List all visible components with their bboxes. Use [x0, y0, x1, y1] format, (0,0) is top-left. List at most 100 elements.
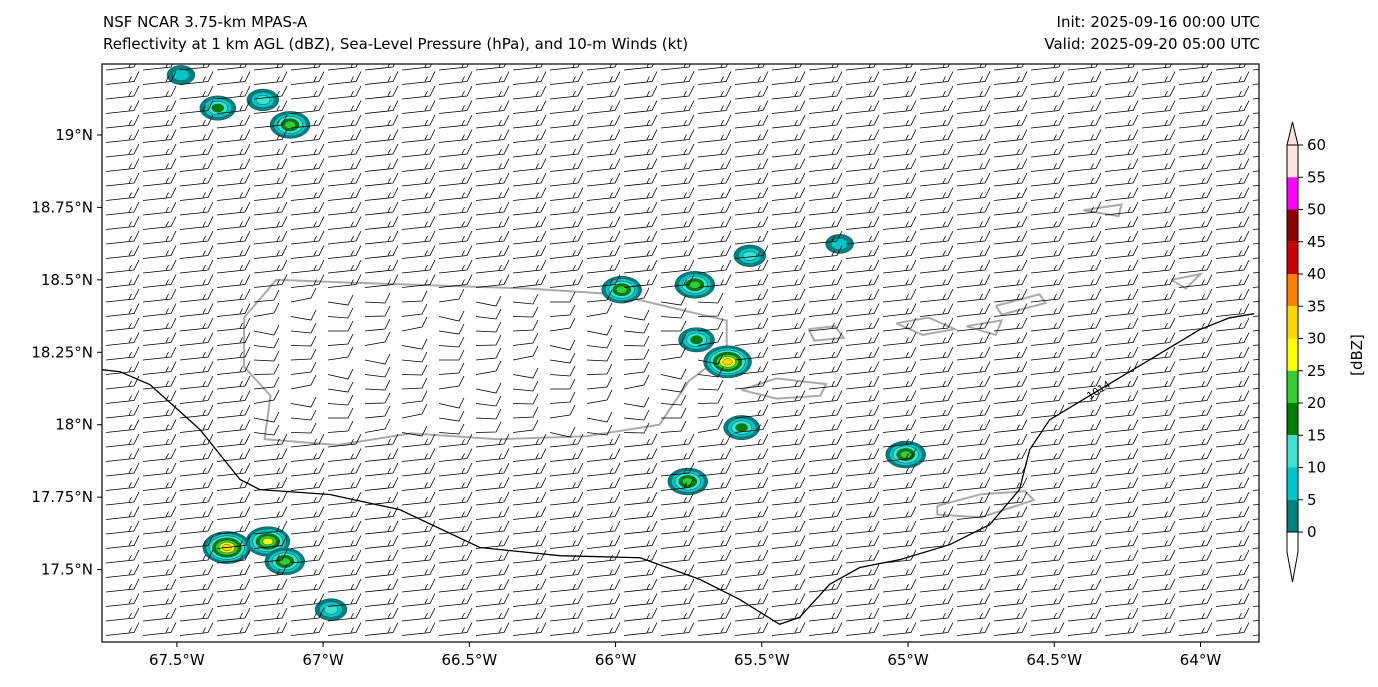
wind-barb — [364, 305, 391, 317]
wind-barb — [882, 564, 917, 578]
wind-barb — [253, 607, 288, 622]
wind-barb — [512, 491, 547, 506]
wind-barb — [808, 390, 843, 404]
wind-barb — [549, 274, 584, 288]
wind-barb — [549, 304, 576, 317]
wind-barb — [475, 201, 510, 216]
wind-barb — [253, 201, 288, 216]
wind-barb — [734, 216, 769, 230]
wind-barb — [993, 361, 1028, 375]
wind-barb — [364, 71, 399, 85]
wind-barb — [697, 305, 724, 317]
wind-barb — [1067, 259, 1102, 274]
wind-barb — [105, 607, 140, 622]
wind-barb — [771, 491, 806, 506]
coastline — [243, 278, 728, 447]
wind-barb — [438, 259, 473, 274]
wind-barb — [438, 433, 473, 448]
wind-barb — [105, 419, 140, 433]
wind-barb — [512, 187, 547, 201]
wind-barb — [401, 245, 436, 259]
wind-barb — [734, 607, 769, 622]
wind-barb — [364, 405, 391, 419]
wind-barb — [401, 114, 436, 129]
wind-barb — [771, 216, 806, 230]
colorbar-segment — [1287, 338, 1298, 371]
wind-barb — [1104, 100, 1139, 114]
wind-barb — [1030, 230, 1065, 245]
wind-barb — [919, 361, 954, 375]
wind-barb — [1178, 564, 1213, 578]
wind-barb — [623, 129, 658, 143]
wind-barb — [1067, 549, 1102, 564]
wind-barb — [697, 216, 732, 230]
wind-barb — [142, 506, 177, 520]
wind-barb — [1030, 143, 1065, 158]
wind-barb — [919, 288, 954, 303]
wind-barb — [401, 622, 436, 636]
wind-barb — [549, 578, 584, 593]
wind-barb — [623, 348, 650, 361]
wind-barb — [253, 245, 288, 259]
wind-barb — [105, 404, 140, 419]
wind-barb — [142, 404, 177, 419]
valid-time: Valid: 2025-09-20 05:00 UTC — [1044, 35, 1260, 53]
wind-barb — [1178, 143, 1213, 158]
reflectivity-cell — [899, 450, 912, 459]
wind-barb — [512, 564, 547, 578]
wind-barb — [1104, 172, 1139, 187]
wind-barb — [808, 535, 843, 549]
wind-barb — [290, 259, 325, 274]
wind-barb — [142, 143, 177, 158]
colorbar-tick-label: 5 — [1307, 491, 1317, 509]
wind-barb — [327, 578, 362, 593]
wind-barb — [1104, 375, 1139, 390]
wind-barb — [808, 520, 843, 535]
wind-barb — [401, 158, 436, 172]
wind-barb — [216, 274, 251, 288]
wind-barb — [438, 201, 473, 216]
wind-barb — [1067, 404, 1102, 419]
wind-barb — [623, 578, 658, 593]
wind-barb — [586, 201, 621, 216]
wind-barb — [105, 230, 140, 245]
wind-barb — [734, 274, 769, 288]
wind-barb — [1178, 404, 1213, 419]
wind-barb — [327, 85, 362, 100]
wind-barb — [216, 317, 251, 332]
wind-barb — [512, 100, 547, 114]
wind-barb — [216, 607, 251, 622]
wind-barb — [623, 245, 658, 259]
wind-barb — [993, 100, 1028, 114]
wind-barb — [771, 419, 806, 433]
wind-barb — [993, 346, 1028, 361]
wind-barb — [586, 578, 621, 593]
wind-barb — [290, 361, 317, 375]
wind-barb — [216, 593, 251, 607]
wind-barb — [179, 448, 214, 462]
wind-barb — [623, 564, 658, 578]
wind-barb — [660, 593, 695, 607]
wind-barb — [1141, 593, 1176, 607]
wind-barb — [549, 365, 576, 377]
wind-barb — [660, 143, 695, 158]
wind-barb — [660, 172, 695, 187]
wind-barb — [549, 317, 576, 332]
wind-barb — [364, 353, 391, 365]
wind-barb — [253, 274, 288, 288]
wind-barb — [660, 187, 695, 201]
wind-barb — [1104, 303, 1139, 317]
wind-barb — [475, 382, 502, 394]
wind-barb — [1215, 564, 1250, 578]
wind-barb — [401, 187, 436, 201]
wind-barb — [1178, 274, 1213, 288]
coastline — [740, 377, 828, 400]
wind-barb — [734, 622, 769, 636]
wind-barb — [475, 230, 510, 245]
wind-barb — [586, 462, 621, 477]
wind-barb — [290, 448, 325, 462]
wind-barb — [105, 390, 140, 404]
wind-barb — [1178, 593, 1213, 607]
wind-barb — [993, 375, 1028, 390]
wind-barb — [586, 172, 621, 187]
